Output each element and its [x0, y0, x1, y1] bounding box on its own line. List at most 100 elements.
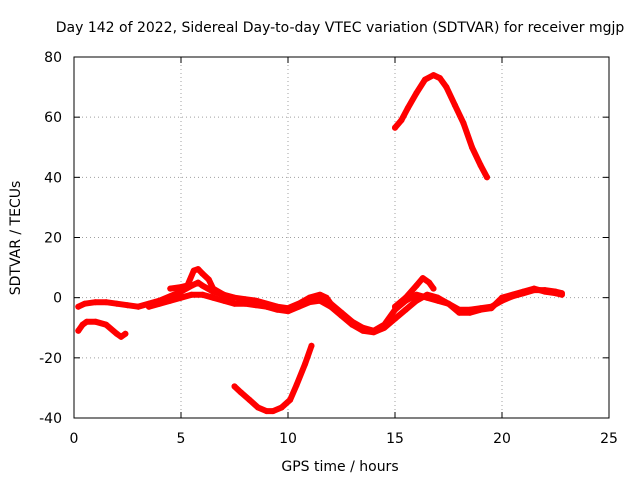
data-point: [231, 294, 238, 301]
data-point: [135, 303, 142, 310]
series-arc-bump-6h: [167, 266, 227, 298]
series-arc-main-lower: [145, 285, 565, 336]
data-point: [436, 75, 443, 82]
data-point: [359, 327, 366, 334]
data-point: [402, 306, 409, 313]
data-point: [419, 275, 426, 282]
y-tick-label: -40: [39, 411, 62, 427]
data-point: [178, 284, 184, 291]
data-point: [118, 333, 125, 340]
chart-title: Day 142 of 2022, Sidereal Day-to-day VTE…: [56, 20, 625, 36]
data-point: [92, 299, 99, 306]
data-point: [124, 302, 131, 309]
data-point: [531, 285, 538, 292]
data-point: [317, 291, 324, 298]
data-point: [558, 291, 565, 298]
data-point: [434, 294, 441, 301]
data-point: [178, 294, 184, 301]
data-point: [424, 291, 431, 298]
data-point: [484, 174, 490, 181]
data-point: [113, 300, 120, 307]
data-point: [210, 294, 217, 301]
data-point: [75, 327, 82, 334]
data-point: [402, 294, 409, 301]
data-point: [398, 117, 405, 124]
data-point: [488, 305, 495, 312]
data-point: [199, 270, 206, 277]
data-point: [167, 297, 174, 304]
data-point: [323, 294, 330, 301]
x-tick-label: 0: [70, 431, 79, 447]
series-line: [231, 342, 315, 415]
data-point: [392, 303, 398, 310]
axis-ticks: 0 5 10 15 20 25 -40 -20 0 20 40 60 80: [39, 50, 618, 447]
data-point: [113, 330, 120, 337]
data-point: [83, 318, 90, 325]
data-point: [263, 408, 270, 415]
data-point: [79, 321, 86, 328]
data-point: [231, 300, 238, 307]
y-axis-label: SDTVAR / TECUs: [8, 181, 24, 296]
data-point: [220, 297, 227, 304]
data-point: [75, 303, 82, 310]
data-point: [520, 288, 527, 295]
data-point: [413, 282, 420, 289]
data-point: [338, 312, 345, 319]
data-point: [92, 318, 99, 325]
data-point: [81, 300, 88, 307]
data-series: [75, 72, 565, 415]
data-point: [195, 279, 202, 286]
data-point: [469, 144, 475, 151]
data-point: [422, 76, 428, 83]
data-point: [499, 294, 505, 301]
data-point: [199, 282, 206, 289]
data-point: [392, 124, 398, 131]
data-point: [210, 285, 217, 292]
data-point: [460, 120, 467, 127]
data-point: [246, 396, 253, 403]
data-point: [430, 285, 437, 292]
series-arc-trough-9h: [231, 342, 315, 415]
series-line: [145, 285, 565, 336]
series-line: [392, 72, 490, 181]
y-tick-label: 0: [53, 291, 62, 307]
data-point: [451, 102, 458, 109]
data-point: [413, 90, 420, 97]
x-tick-label: 5: [177, 431, 186, 447]
y-tick-label: -20: [39, 351, 62, 367]
y-tick-label: 20: [44, 231, 62, 247]
data-point: [430, 72, 437, 79]
data-point: [466, 309, 473, 316]
data-point: [184, 282, 191, 289]
data-point: [287, 396, 294, 403]
data-point: [199, 291, 206, 298]
x-tick-label: 10: [279, 431, 297, 447]
data-point: [381, 324, 388, 331]
data-point: [145, 303, 152, 310]
data-point: [103, 321, 110, 328]
data-point: [302, 360, 309, 367]
series-arc-peak-17h: [392, 72, 490, 181]
data-point: [370, 329, 377, 336]
x-tick-label: 15: [386, 431, 404, 447]
data-point: [308, 342, 315, 349]
data-point: [274, 306, 281, 313]
grid-lines: [74, 57, 609, 418]
data-point: [293, 381, 300, 388]
data-point: [220, 291, 227, 298]
x-tick-label: 20: [493, 431, 511, 447]
data-point: [156, 300, 163, 307]
data-point: [327, 303, 334, 310]
data-point: [349, 321, 356, 328]
data-point: [252, 302, 259, 309]
data-point: [552, 290, 559, 297]
data-point: [255, 404, 261, 411]
series-arc-early-negative: [75, 318, 129, 340]
data-point: [285, 308, 291, 315]
data-point: [195, 266, 202, 273]
data-point: [456, 309, 463, 316]
y-tick-label: 40: [44, 170, 62, 186]
data-point: [103, 299, 110, 306]
data-point: [413, 297, 420, 304]
